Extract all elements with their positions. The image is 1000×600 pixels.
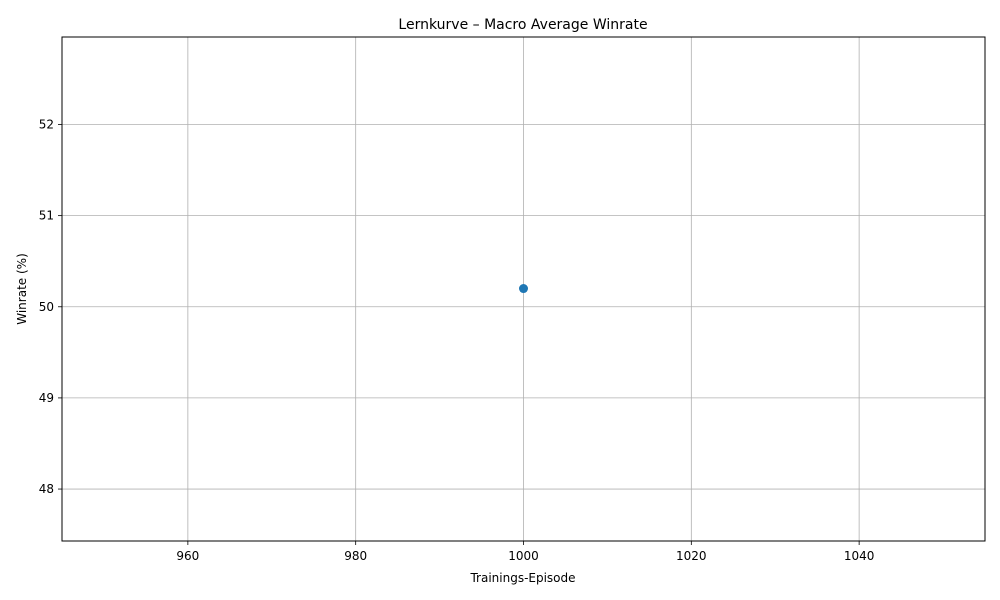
- data-point: [519, 284, 528, 294]
- y-tick-label: 51: [39, 209, 54, 223]
- x-axis-label: Trainings-Episode: [469, 571, 575, 585]
- y-tick-label: 49: [39, 391, 54, 405]
- x-axis: 960 980 1000 1020 1040: [176, 541, 874, 563]
- y-tick-label: 52: [39, 117, 54, 131]
- x-tick-label: 1020: [676, 549, 707, 563]
- y-tick-label: 48: [39, 482, 54, 496]
- x-tick-label: 960: [176, 549, 199, 563]
- y-axis-label: Winrate (%): [15, 253, 29, 325]
- x-tick-label: 1000: [508, 549, 539, 563]
- y-axis: 48 49 50 51 52: [39, 117, 62, 496]
- data-points: [519, 284, 528, 294]
- x-tick-label: 980: [344, 549, 367, 563]
- grid: [62, 37, 985, 541]
- chart-title: Lernkurve – Macro Average Winrate: [398, 17, 647, 33]
- x-tick-label: 1040: [844, 549, 875, 563]
- y-tick-label: 50: [39, 300, 54, 314]
